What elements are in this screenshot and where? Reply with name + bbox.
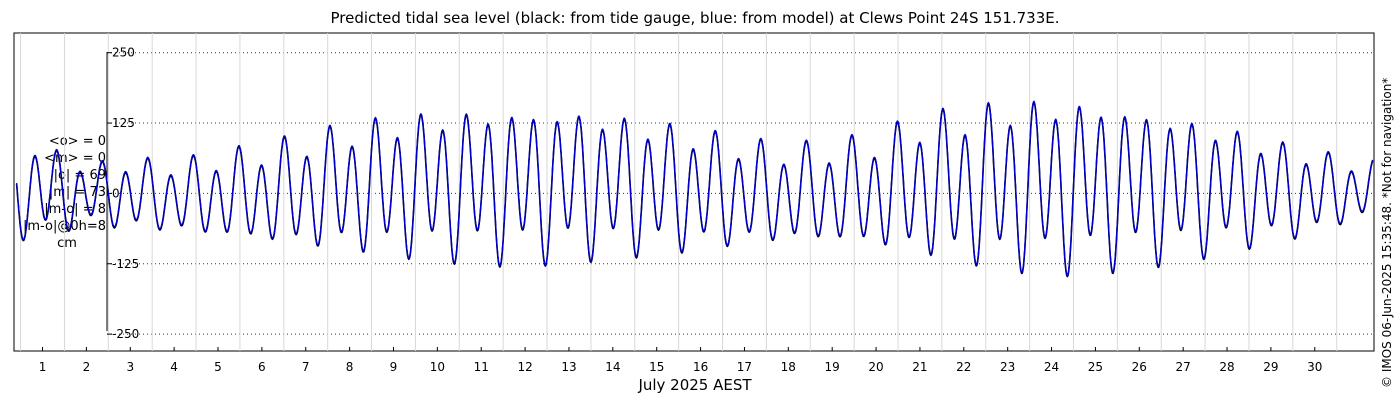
- y-tick-label: -250: [112, 327, 139, 341]
- x-tick-label: 28: [1219, 360, 1234, 374]
- y-tick-label: 0: [112, 186, 120, 200]
- x-tick-label: 8: [346, 360, 354, 374]
- stat-mean-observed: <o> = 0: [48, 134, 106, 149]
- y-tick-label: 125: [112, 116, 135, 130]
- y-tick-label: 250: [112, 46, 135, 60]
- x-tick-label: 15: [649, 360, 664, 374]
- x-tick-label: 7: [302, 360, 310, 374]
- x-axis: 1 2 3 4 5 6 7 8 9 10 11 12 13 14 15 16 17 18 19 20 21 22 23 24 2…: [39, 347, 1322, 374]
- x-tick-label: 4: [170, 360, 178, 374]
- grid-lines: [20, 33, 1374, 351]
- x-tick-label: 18: [781, 360, 796, 374]
- x-tick-label: 3: [126, 360, 134, 374]
- x-tick-label: 24: [1044, 360, 1059, 374]
- x-tick-label: 29: [1263, 360, 1278, 374]
- x-tick-label: 5: [214, 360, 222, 374]
- x-tick-label: 16: [693, 360, 708, 374]
- x-tick-label: 25: [1088, 360, 1103, 374]
- x-tick-label: 22: [956, 360, 971, 374]
- y-tick-label: -125: [112, 257, 139, 271]
- x-axis-label: July 2025 AEST: [638, 376, 752, 394]
- x-tick-label: 11: [474, 360, 489, 374]
- x-tick-label: 30: [1307, 360, 1322, 374]
- x-tick-label: 20: [868, 360, 883, 374]
- x-tick-label: 12: [517, 360, 532, 374]
- stat-unit: cm: [57, 236, 77, 251]
- series-line-model: [15, 100, 1374, 277]
- plot-frame: [13, 32, 1375, 352]
- x-tick-label: 27: [1176, 360, 1191, 374]
- stat-abs-observed: |o| = 69: [53, 168, 106, 183]
- x-tick-label: 13: [561, 360, 576, 374]
- x-tick-label: 23: [1000, 360, 1015, 374]
- x-tick-label: 2: [83, 360, 91, 374]
- x-tick-label: 26: [1132, 360, 1147, 374]
- x-tick-label: 6: [258, 360, 266, 374]
- x-tick-label: 14: [605, 360, 620, 374]
- x-tick-label: 1: [39, 360, 47, 374]
- x-tick-label: 21: [912, 360, 927, 374]
- y-axis: 250 125 0 -125 -250: [107, 46, 139, 341]
- x-tick-label: 17: [737, 360, 752, 374]
- x-tick-label: 9: [390, 360, 398, 374]
- series-group: [15, 100, 1374, 278]
- x-tick-label: 10: [430, 360, 445, 374]
- x-tick-label: 19: [825, 360, 840, 374]
- chart-title: Predicted tidal sea level (black: from t…: [330, 9, 1060, 27]
- copyright-footer: © IMOS 06-Jun-2025 15:35:48. *Not for na…: [1380, 77, 1394, 388]
